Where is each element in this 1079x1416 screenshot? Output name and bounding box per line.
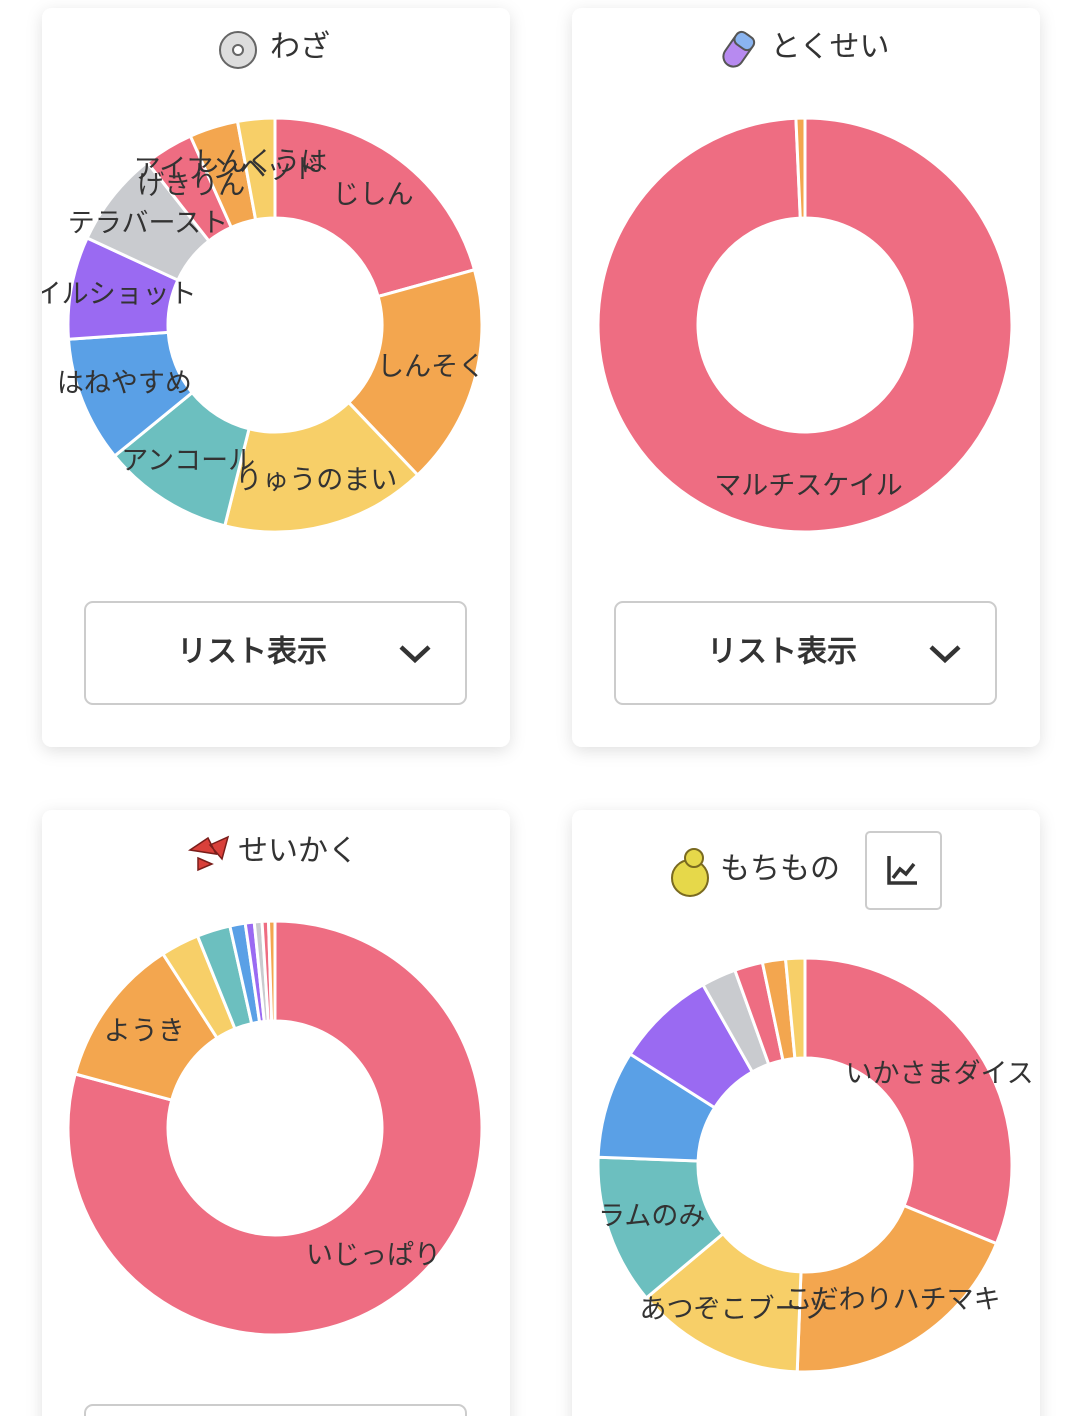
segment-label: はねやすめ: [57, 368, 192, 399]
segment-label: アイアンヘッド: [134, 154, 321, 185]
chevron: [399, 645, 431, 664]
chart-button[interactable]: [865, 831, 942, 910]
list-button[interactable]: リスト表示: [614, 601, 997, 705]
segment-label: じしん: [333, 180, 414, 211]
segment-label: いかさまダイス: [845, 1058, 1033, 1089]
segment-label: イルショット: [35, 279, 197, 310]
segment-label: マルチスケイル: [714, 470, 902, 501]
segment-label: ラムのみ: [598, 1201, 705, 1232]
chart-title: せいかく: [238, 834, 358, 869]
segment-label: こだわりハチマキ: [785, 1285, 1001, 1316]
donut-segment: [266, 919, 277, 1023]
donut-segment: [596, 116, 1014, 534]
donut-segment: [794, 116, 807, 220]
item-icon: [671, 848, 709, 897]
button-box: [614, 601, 997, 705]
donut-segment: [235, 116, 277, 222]
donut-segment: [803, 956, 1014, 1246]
segment-label: アンコール: [121, 445, 255, 476]
chart-title: とくせい: [770, 30, 889, 65]
button-label: リスト表示: [177, 635, 327, 670]
segment-label: あつぞこブーツ: [639, 1294, 827, 1325]
button-box: [84, 601, 467, 705]
list-button[interactable]: リスト表示: [84, 601, 467, 705]
segment-label: いじっぱり: [306, 1240, 441, 1271]
donut-segment: [66, 919, 484, 1337]
donut-segment: [795, 1203, 999, 1374]
donut-segment: [222, 400, 420, 534]
donut-segment: [783, 956, 807, 1061]
disc-icon: [219, 31, 257, 69]
segment-label: テラバースト: [68, 208, 228, 239]
segment-label: ようき: [104, 1016, 185, 1047]
button-label: リスト表示: [707, 635, 857, 670]
list-button[interactable]: [84, 1404, 467, 1416]
chart-title: もちもの: [720, 852, 840, 887]
chart-title: わざ: [270, 30, 330, 65]
segment-label: げきりん: [137, 170, 245, 201]
segment-label: しんそく: [377, 352, 485, 383]
segment-label: しんくうは: [193, 147, 327, 178]
chevron: [929, 645, 961, 664]
donut-segment: [273, 116, 477, 299]
segment-label: りゅうのまい: [235, 465, 397, 496]
mint-icon: [187, 835, 230, 872]
capsule-icon: [722, 30, 756, 68]
donut-segment: [346, 267, 484, 478]
